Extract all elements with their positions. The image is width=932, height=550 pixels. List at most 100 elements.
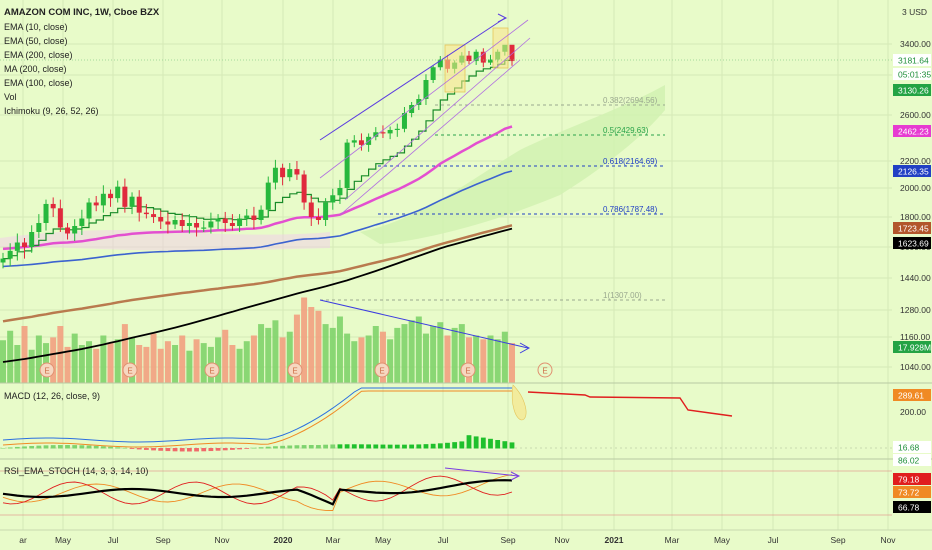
- earnings-marker-label: E: [465, 367, 470, 376]
- candle-body: [186, 223, 192, 226]
- macd-histogram-bar: [423, 444, 429, 449]
- indicator-volume[interactable]: Vol: [4, 92, 17, 102]
- candle-body: [0, 258, 6, 263]
- macd-histogram-bar: [502, 441, 508, 449]
- volume-bar: [236, 348, 243, 383]
- earnings-marker-label: E: [292, 367, 297, 376]
- channel-line: [344, 37, 531, 201]
- macd-histogram-bar: [244, 448, 250, 449]
- candle-body: [409, 105, 415, 113]
- volume-bar: [430, 326, 437, 383]
- fib-level-label: 0.618(2164.69): [603, 157, 658, 166]
- price-tick: 1160.00: [900, 332, 930, 342]
- price-tick: 1440.00: [900, 273, 931, 283]
- price-badges: 3181.64 05:01:35 3130.26 2462.23 2126.35 1723…: [893, 54, 931, 513]
- macd-label[interactable]: MACD (12, 26, close, 9): [4, 391, 100, 401]
- indicator-ma200[interactable]: MA (200, close): [4, 64, 67, 74]
- earnings-marker[interactable]: [204, 362, 220, 378]
- volume-bar: [243, 341, 250, 383]
- rsi-label[interactable]: RSI_EMA_STOCH (14, 3, 3, 14, 10): [4, 466, 148, 476]
- volume-bar: [451, 327, 458, 383]
- indicator-ema100[interactable]: EMA (100, close): [4, 78, 73, 88]
- highlight-box: [492, 27, 509, 69]
- earnings-marker[interactable]: [460, 362, 476, 378]
- price-badge-label: 2462.23: [898, 127, 929, 137]
- earnings-marker[interactable]: [122, 362, 138, 378]
- time-axis[interactable]: ar May Jul Sep Nov 2020 Mar May Jul Sep Nov 2021 Mar…: [0, 529, 932, 545]
- indicator-ema200[interactable]: EMA (200, close): [4, 50, 73, 60]
- macd-highlight: [511, 384, 527, 421]
- macd-histogram-bar: [65, 445, 70, 449]
- price-tick: 1040.00: [900, 362, 931, 372]
- volume-bar: [301, 297, 308, 383]
- earnings-marker[interactable]: [287, 362, 303, 378]
- candle-body: [487, 59, 493, 63]
- price-badge: [893, 473, 931, 485]
- volume-bar: [100, 335, 107, 383]
- ema200-line: [2, 224, 513, 323]
- indicator-ema50[interactable]: EMA (50, close): [4, 36, 68, 46]
- volume-bar: [415, 316, 422, 383]
- candle-body: [280, 167, 286, 178]
- channel-line: [319, 19, 529, 179]
- price-badge-label: 3130.26: [898, 86, 929, 96]
- earnings-marker-label: E: [379, 367, 384, 376]
- volume-bar: [265, 327, 272, 383]
- macd-histogram-bar: [222, 448, 228, 451]
- candle-body: [344, 142, 350, 188]
- moving-averages: [2, 125, 513, 363]
- volume-bar: [344, 333, 351, 383]
- candle-body: [151, 214, 157, 217]
- candle-body: [358, 140, 364, 145]
- candle-body: [122, 186, 128, 207]
- earnings-marker[interactable]: [537, 362, 553, 378]
- macd-histogram-bar: [495, 440, 501, 449]
- macd-histogram-bar: [158, 448, 164, 451]
- candle-body: [265, 182, 271, 210]
- macd-histogram-bar: [230, 448, 235, 450]
- candle-body: [215, 218, 221, 222]
- symbol-title[interactable]: AMAZON COM INC, 1W, Cboe BZX: [4, 7, 160, 18]
- volume-bar: [64, 346, 71, 383]
- macd-histogram-bar: [186, 448, 192, 452]
- candle-body: [194, 223, 200, 228]
- earnings-marker[interactable]: [39, 362, 55, 378]
- earnings-marker[interactable]: [374, 362, 390, 378]
- macd-histogram-bar: [29, 446, 35, 449]
- price-badge-label: 16.68: [898, 443, 920, 453]
- candle-body: [315, 217, 321, 220]
- macd-line: [2, 387, 512, 443]
- macd-histogram-bar: [136, 448, 142, 450]
- earnings-marker-label: E: [209, 367, 214, 376]
- macd-histogram-bar: [437, 443, 443, 449]
- volume-bar: [329, 327, 336, 383]
- volume-bar: [379, 331, 386, 383]
- volume-bar: [480, 339, 487, 383]
- highlight-box: [444, 44, 466, 93]
- rsi-trend-arrow: [510, 471, 521, 481]
- macd-histogram-bar: [459, 441, 465, 449]
- candle-body: [480, 51, 486, 63]
- price-badge: [893, 389, 931, 401]
- volume-trend-arrow: [519, 342, 531, 354]
- volume-bar: [272, 320, 279, 383]
- time-tick: Mar: [326, 535, 341, 545]
- candle-body: [380, 132, 386, 134]
- macd-histogram-bar: [416, 444, 422, 449]
- volume-trend-line: [319, 299, 529, 349]
- time-tick: 2021: [605, 535, 624, 545]
- indicator-ema10[interactable]: EMA (10, close): [4, 22, 68, 32]
- price-badge: [893, 54, 931, 66]
- candle-body: [50, 203, 56, 209]
- indicator-ichimoku[interactable]: Ichimoku (9, 26, 52, 26): [4, 106, 99, 116]
- candle-body: [29, 232, 35, 247]
- candle-body: [43, 203, 49, 223]
- macd-histogram-bar: [108, 446, 113, 449]
- macd-histogram-bar: [194, 448, 199, 452]
- macd-signal-line: [2, 390, 512, 448]
- macd-histogram-bar: [86, 445, 92, 449]
- volume-bar: [136, 345, 143, 383]
- macd-histogram-bar: [488, 438, 493, 449]
- macd-histogram-bar: [258, 447, 264, 449]
